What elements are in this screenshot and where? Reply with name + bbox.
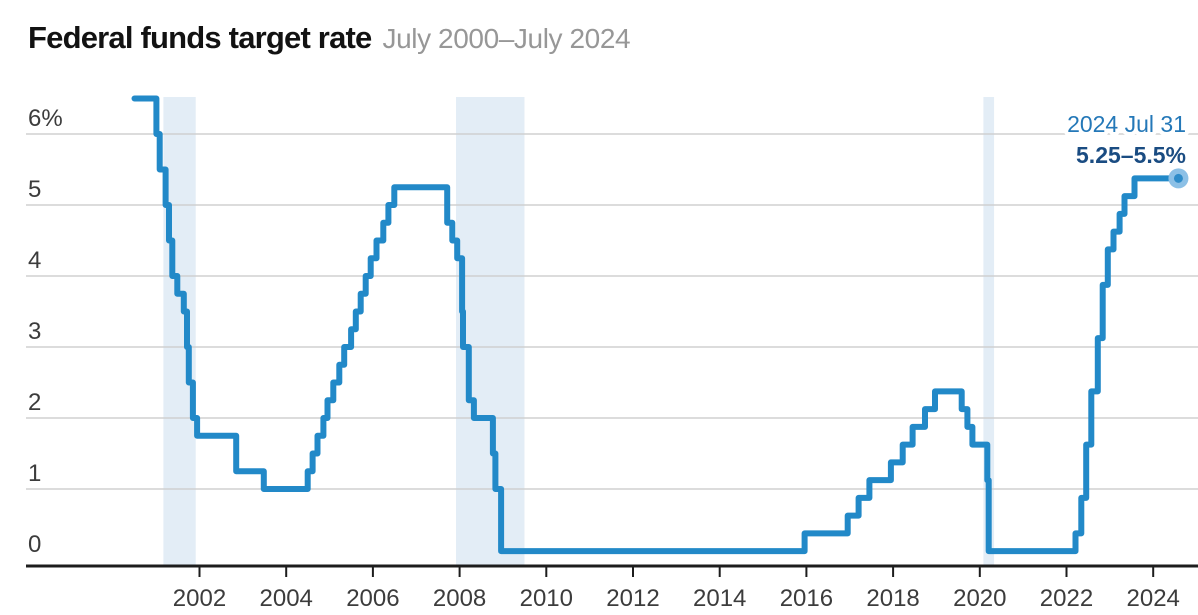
y-axis-tick-label: 0 xyxy=(28,531,41,558)
x-axis-tick-label: 2022 xyxy=(1040,585,1093,612)
x-axis-tick-label: 2004 xyxy=(260,585,313,612)
y-axis-tick-label: 5 xyxy=(28,176,41,203)
chart-subtitle: July 2000–July 2024 xyxy=(382,23,631,54)
x-axis-tick-label: 2014 xyxy=(693,585,746,612)
x-axis-tick-label: 2012 xyxy=(606,585,659,612)
x-axis-tick-label: 2018 xyxy=(866,585,919,612)
recession-band xyxy=(455,97,525,565)
x-axis-tick-label: 2024 xyxy=(1127,585,1180,612)
rate-step-line xyxy=(131,95,1182,555)
y-axis-tick-label: 3 xyxy=(28,318,41,345)
annotation-date-label: 2024 Jul 31 xyxy=(1067,111,1186,137)
y-axis-tick-label: 4 xyxy=(28,247,41,274)
x-axis-tick-label: 2008 xyxy=(433,585,486,612)
endpoint-dot xyxy=(1173,173,1183,183)
x-axis-tick-label: 2006 xyxy=(346,585,399,612)
x-axis-tick-label: 2010 xyxy=(520,585,573,612)
chart-header: Federal funds target rate July 2000–July … xyxy=(28,20,631,55)
y-axis-tick-label: 2 xyxy=(28,389,41,416)
recession-band xyxy=(163,97,196,565)
x-axis-tick-label: 2002 xyxy=(173,585,226,612)
recession-band xyxy=(983,97,995,565)
y-axis-tick-label: 1 xyxy=(28,460,41,487)
y-axis-tick-label: 6% xyxy=(28,105,63,132)
chart-title: Federal funds target rate xyxy=(28,20,372,55)
x-axis-tick-label: 2016 xyxy=(780,585,833,612)
annotation-value-label: 5.25–5.5% xyxy=(1076,142,1186,168)
x-axis-tick-label: 2020 xyxy=(953,585,1006,612)
